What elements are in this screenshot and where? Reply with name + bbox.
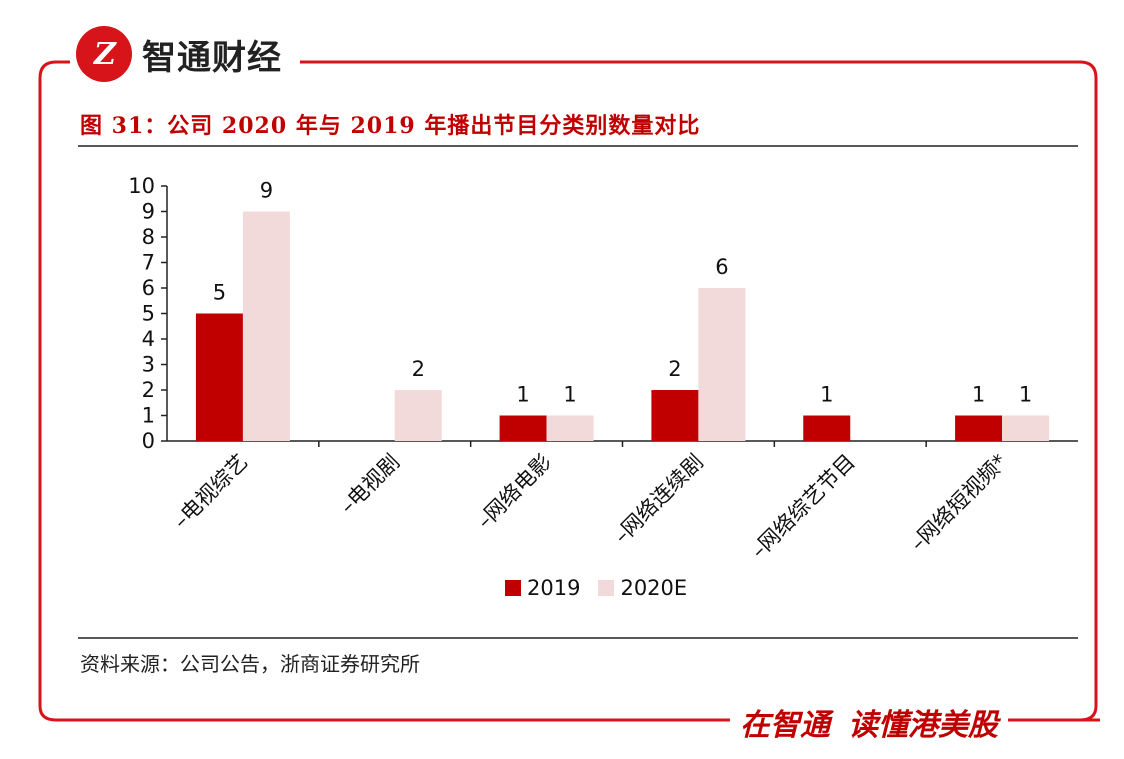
slogan-part-2: 读懂港美股	[848, 708, 998, 743]
bar-2020e	[1002, 415, 1050, 441]
bar-2020e	[546, 415, 594, 441]
y-tick-label: 6	[142, 276, 155, 300]
y-tick-label: 5	[142, 302, 155, 326]
x-category-label: –电视综艺	[169, 450, 253, 534]
data-label: 5	[213, 281, 226, 305]
bar-2019	[803, 415, 851, 441]
x-category-label: –电视剧	[335, 450, 404, 519]
y-tick-label: 7	[142, 251, 155, 275]
legend-item-2019: 2019	[505, 576, 580, 600]
data-label: 2	[412, 357, 425, 381]
data-label: 6	[715, 255, 728, 279]
bar-2019	[195, 313, 243, 441]
data-label: 9	[260, 179, 273, 203]
x-category-label: –网络短视频*	[906, 450, 1012, 556]
y-tick-label: 4	[142, 327, 155, 351]
figure-title: 图 31：公司 2020 年与 2019 年播出节目分类别数量对比	[80, 113, 701, 139]
data-label: 1	[820, 383, 833, 407]
data-label: 1	[516, 383, 529, 407]
x-category-label: –网络连续剧	[609, 450, 708, 549]
bar-2020e	[394, 390, 442, 441]
x-category-label: –网络电影	[472, 450, 556, 534]
legend-swatch-2020e	[598, 580, 615, 596]
legend-item-2020e: 2020E	[598, 576, 687, 600]
brand-logo-icon: Z	[76, 26, 132, 82]
chart-legend: 2019 2020E	[505, 576, 705, 600]
slogan: 在智通 读懂港美股	[730, 700, 1008, 744]
data-label: 1	[972, 383, 985, 407]
y-tick-label: 10	[128, 174, 155, 198]
brand-name: 智通财经	[142, 37, 282, 78]
bar-2019	[499, 415, 547, 441]
x-category-label: –网络综艺节目	[746, 450, 859, 563]
data-label: 1	[563, 383, 576, 407]
bar-2019	[651, 390, 699, 441]
y-tick-label: 8	[142, 225, 155, 249]
legend-label-2020e: 2020E	[620, 576, 688, 600]
legend-swatch-2019	[505, 580, 521, 596]
y-tick-label: 3	[142, 353, 155, 377]
legend-label-2019: 2019	[527, 576, 581, 600]
slogan-part-1: 在智通	[740, 708, 830, 743]
bar-2020e	[698, 288, 746, 441]
y-tick-label: 1	[142, 404, 155, 428]
bar-2019	[955, 415, 1003, 441]
data-label: 1	[1019, 383, 1032, 407]
y-tick-label: 0	[142, 429, 155, 453]
y-tick-label: 9	[142, 200, 155, 224]
source-note: 资料来源：公司公告，浙商证券研究所	[80, 652, 420, 676]
data-label: 2	[668, 357, 681, 381]
brand-header: Z 智通财经	[72, 26, 292, 82]
bar-2020e	[242, 211, 290, 441]
y-tick-label: 2	[142, 378, 155, 402]
